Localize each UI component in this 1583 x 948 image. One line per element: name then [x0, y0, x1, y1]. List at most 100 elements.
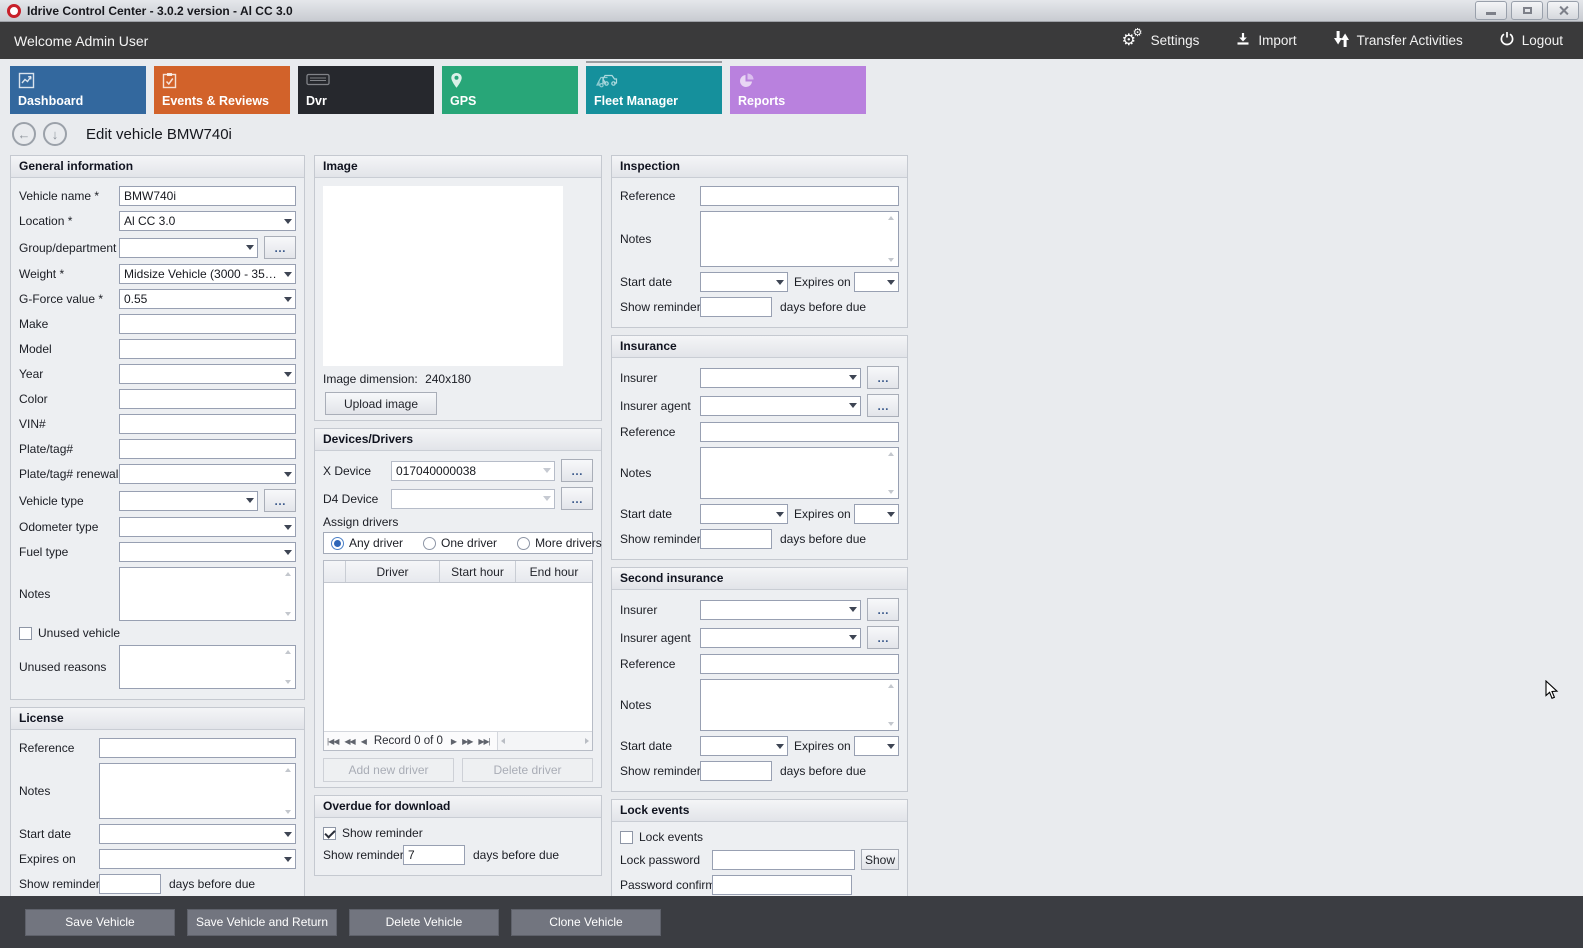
clone-vehicle-button[interactable]: Clone Vehicle — [511, 908, 661, 936]
license-reference-input[interactable] — [99, 738, 296, 758]
second-insurer-select[interactable] — [700, 599, 861, 620]
column-header-driver[interactable]: Driver — [346, 561, 440, 582]
year-select[interactable] — [119, 364, 296, 384]
nav-prev-page-button[interactable]: ◀◀ — [344, 736, 355, 746]
tab-dvr[interactable]: Dvr — [298, 66, 434, 114]
minimize-button[interactable] — [1475, 1, 1507, 20]
arrow-left-icon: ← — [17, 126, 31, 142]
close-button[interactable] — [1547, 1, 1579, 20]
second-insurance-reference-input[interactable] — [700, 654, 899, 674]
x-device-browse-button[interactable]: … — [561, 459, 593, 482]
panel-title: Image — [315, 156, 601, 178]
unused-vehicle-checkbox[interactable]: Unused vehicle — [19, 626, 296, 640]
insurance-notes-textarea[interactable] — [700, 447, 899, 499]
insurance-reminder-input[interactable] — [700, 529, 772, 549]
fuel-type-select[interactable] — [119, 542, 296, 562]
plate-renewal-select[interactable] — [119, 464, 296, 484]
inspection-reminder-input[interactable] — [700, 297, 772, 317]
back-button[interactable]: ← — [12, 122, 36, 146]
maximize-button[interactable] — [1511, 1, 1543, 20]
weight-select[interactable]: Midsize Vehicle (3000 - 3500 p... — [119, 264, 296, 284]
radio-one-driver[interactable]: One driver — [423, 536, 497, 550]
plate-tag-input[interactable] — [119, 439, 296, 459]
import-button[interactable]: Import — [1235, 31, 1297, 50]
settings-button[interactable]: ⚙ ⚙ Settings — [1121, 26, 1200, 49]
second-insurance-notes-textarea[interactable] — [700, 679, 899, 731]
second-insurer-agent-browse-button[interactable]: … — [867, 626, 899, 649]
tab-dashboard[interactable]: Dashboard — [10, 66, 146, 114]
license-notes-textarea[interactable] — [99, 763, 296, 819]
nav-prev-button[interactable]: ◀ — [360, 736, 367, 746]
insurer-browse-button[interactable]: … — [867, 366, 899, 389]
location-select[interactable]: Al CC 3.0 — [119, 211, 296, 231]
odometer-type-select[interactable] — [119, 517, 296, 537]
insurance-expires-select[interactable] — [854, 504, 899, 524]
save-vehicle-button[interactable]: Save Vehicle — [25, 908, 175, 936]
inspection-start-date-select[interactable] — [700, 272, 788, 292]
color-input[interactable] — [119, 389, 296, 409]
vehicle-type-browse-button[interactable]: … — [264, 489, 296, 512]
tab-reports[interactable]: Reports — [730, 66, 866, 114]
show-password-button[interactable]: Show — [861, 849, 899, 870]
gforce-select[interactable]: 0.55 — [119, 289, 296, 309]
scroll-down-button[interactable]: ↓ — [43, 122, 67, 146]
second-insurer-agent-select[interactable] — [700, 627, 861, 648]
tab-gps[interactable]: GPS — [442, 66, 578, 114]
second-insurance-expires-select[interactable] — [854, 736, 899, 756]
panel-title: Insurance — [612, 336, 907, 358]
lock-events-checkbox[interactable]: Lock events — [620, 830, 899, 844]
column-header-end-hour[interactable]: End hour — [529, 564, 579, 579]
save-vehicle-return-button[interactable]: Save Vehicle and Return — [187, 908, 337, 936]
upload-image-button[interactable]: Upload image — [325, 392, 437, 415]
nav-last-button[interactable]: ▶▶| — [478, 736, 490, 746]
delete-driver-button[interactable]: Delete driver — [462, 758, 593, 782]
overdue-reminder-input[interactable]: 7 — [403, 845, 465, 865]
notes-textarea[interactable] — [119, 567, 296, 621]
logout-button[interactable]: Logout — [1499, 31, 1563, 50]
second-insurer-browse-button[interactable]: … — [867, 598, 899, 621]
inspection-reference-input[interactable] — [700, 186, 899, 206]
column-header-start-hour[interactable]: Start hour — [440, 561, 516, 582]
second-insurance-start-date-select[interactable] — [700, 736, 788, 756]
vehicle-name-input[interactable]: BMW740i — [119, 186, 296, 206]
x-device-select[interactable]: 017040000038 — [391, 460, 555, 481]
inspection-notes-textarea[interactable] — [700, 211, 899, 267]
insurer-agent-select[interactable] — [700, 395, 861, 416]
delete-vehicle-button[interactable]: Delete Vehicle — [349, 908, 499, 936]
second-insurance-reminder-input[interactable] — [700, 761, 772, 781]
radio-any-driver[interactable]: Any driver — [331, 536, 403, 550]
group-browse-button[interactable]: … — [264, 236, 296, 259]
unused-reasons-textarea[interactable] — [119, 645, 296, 689]
transfer-activities-button[interactable]: Transfer Activities — [1333, 30, 1463, 51]
model-input[interactable] — [119, 339, 296, 359]
license-panel: License Reference Notes Start date — [10, 707, 305, 905]
app-toolbar: Welcome Admin User ⚙ ⚙ Settings Import Tr… — [0, 22, 1583, 59]
radio-more-drivers[interactable]: More drivers — [517, 536, 602, 550]
inspection-expires-select[interactable] — [854, 272, 899, 292]
insurer-select[interactable] — [700, 367, 861, 388]
chevron-down-icon — [284, 549, 292, 555]
make-input[interactable] — [119, 314, 296, 334]
vin-input[interactable] — [119, 414, 296, 434]
insurance-reference-input[interactable] — [700, 422, 899, 442]
password-confirm-input[interactable] — [712, 875, 852, 895]
d4-device-browse-button[interactable]: … — [561, 487, 593, 510]
license-expires-select[interactable] — [99, 849, 296, 869]
vehicle-type-select[interactable] — [119, 490, 258, 511]
horizontal-scrollbar[interactable] — [496, 732, 592, 750]
insurance-start-date-select[interactable] — [700, 504, 788, 524]
nav-next-button[interactable]: ▶ — [450, 736, 457, 746]
tab-fleet-manager[interactable]: Fleet Manager — [586, 61, 722, 114]
lock-password-input[interactable] — [712, 849, 855, 870]
nav-first-button[interactable]: |◀◀ — [327, 736, 339, 746]
add-new-driver-button[interactable]: Add new driver — [323, 758, 454, 782]
tab-events-reviews[interactable]: Events & Reviews — [154, 66, 290, 114]
license-start-date-select[interactable] — [99, 824, 296, 844]
make-label: Make — [19, 317, 49, 331]
nav-next-page-button[interactable]: ▶▶ — [462, 736, 473, 746]
d4-device-select[interactable] — [391, 488, 555, 509]
group-department-select[interactable] — [119, 237, 258, 258]
insurer-agent-browse-button[interactable]: … — [867, 394, 899, 417]
license-reminder-input[interactable] — [99, 874, 161, 894]
show-reminder-checkbox[interactable]: Show reminder — [323, 826, 593, 840]
